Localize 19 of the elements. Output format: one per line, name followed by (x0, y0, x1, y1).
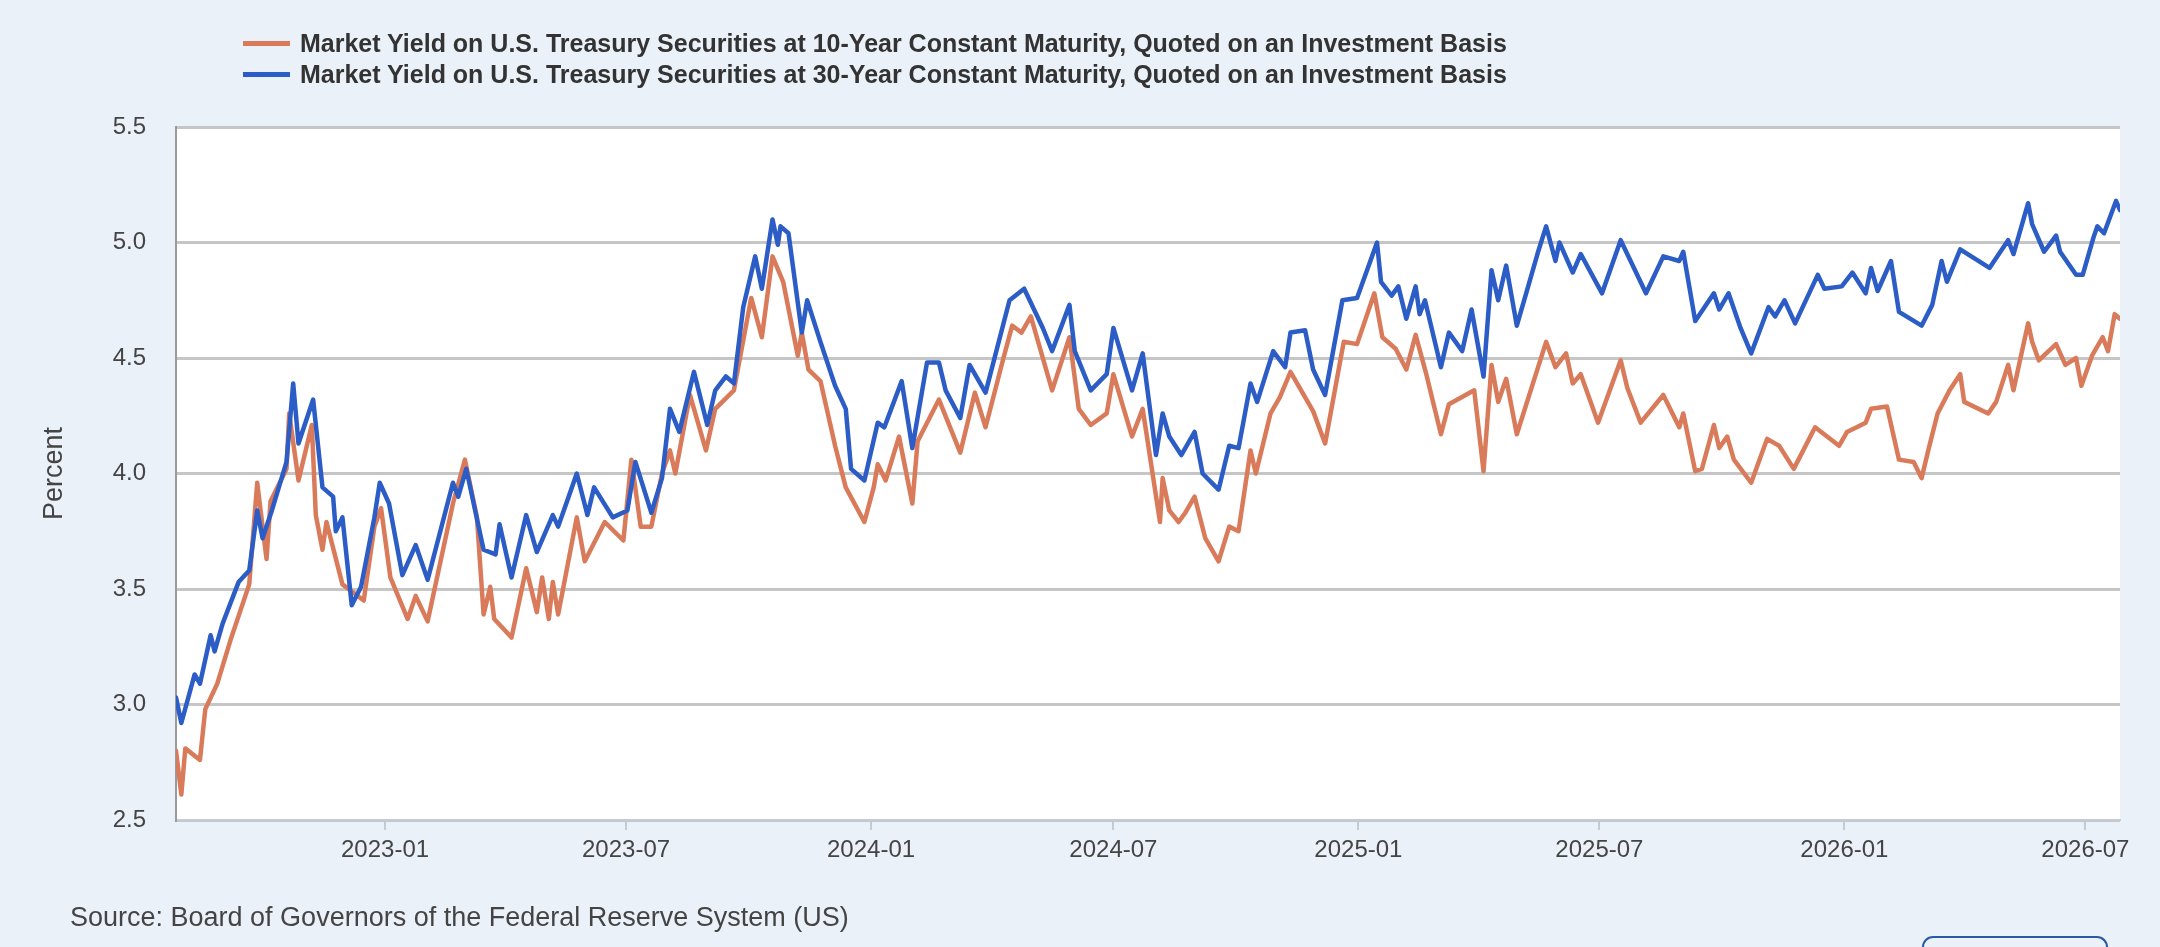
x-tick-label: 2026-01 (1800, 835, 1889, 863)
x-tick-label: 2025-07 (1555, 835, 1644, 863)
y-tick-label: 3.0 (112, 689, 146, 717)
x-tick-label: 2024-07 (1069, 835, 1158, 863)
legend-label: Market Yield on U.S. Treasury Securities at 10-Year Constant Maturity, Quoted on an Investment Basis (300, 28, 1507, 59)
y-tick-label: 4.0 (112, 458, 146, 486)
y-tick-label: 5.0 (112, 227, 146, 255)
y-tick-label: 2.5 (112, 804, 146, 832)
x-tick-label: 2023-01 (341, 835, 430, 863)
x-tick-label: 2025-01 (1314, 835, 1403, 863)
x-tick-label: 2024-01 (827, 835, 916, 863)
y-axis-title: Percent (37, 426, 68, 521)
y-tick-label: 5.5 (112, 111, 146, 139)
x-tick-label: 2026-07 (2041, 835, 2130, 863)
x-tick-label: 2023-07 (582, 835, 671, 863)
legend-label: Market Yield on U.S. Treasury Securities at 30-Year Constant Maturity, Quoted on an Investment Basis (300, 59, 1507, 90)
y-tick-label: 3.5 (112, 573, 146, 601)
source-note: Source: Board of Governors of the Federal Reserve System (US) (70, 902, 849, 933)
y-tick-label: 4.5 (112, 342, 146, 370)
